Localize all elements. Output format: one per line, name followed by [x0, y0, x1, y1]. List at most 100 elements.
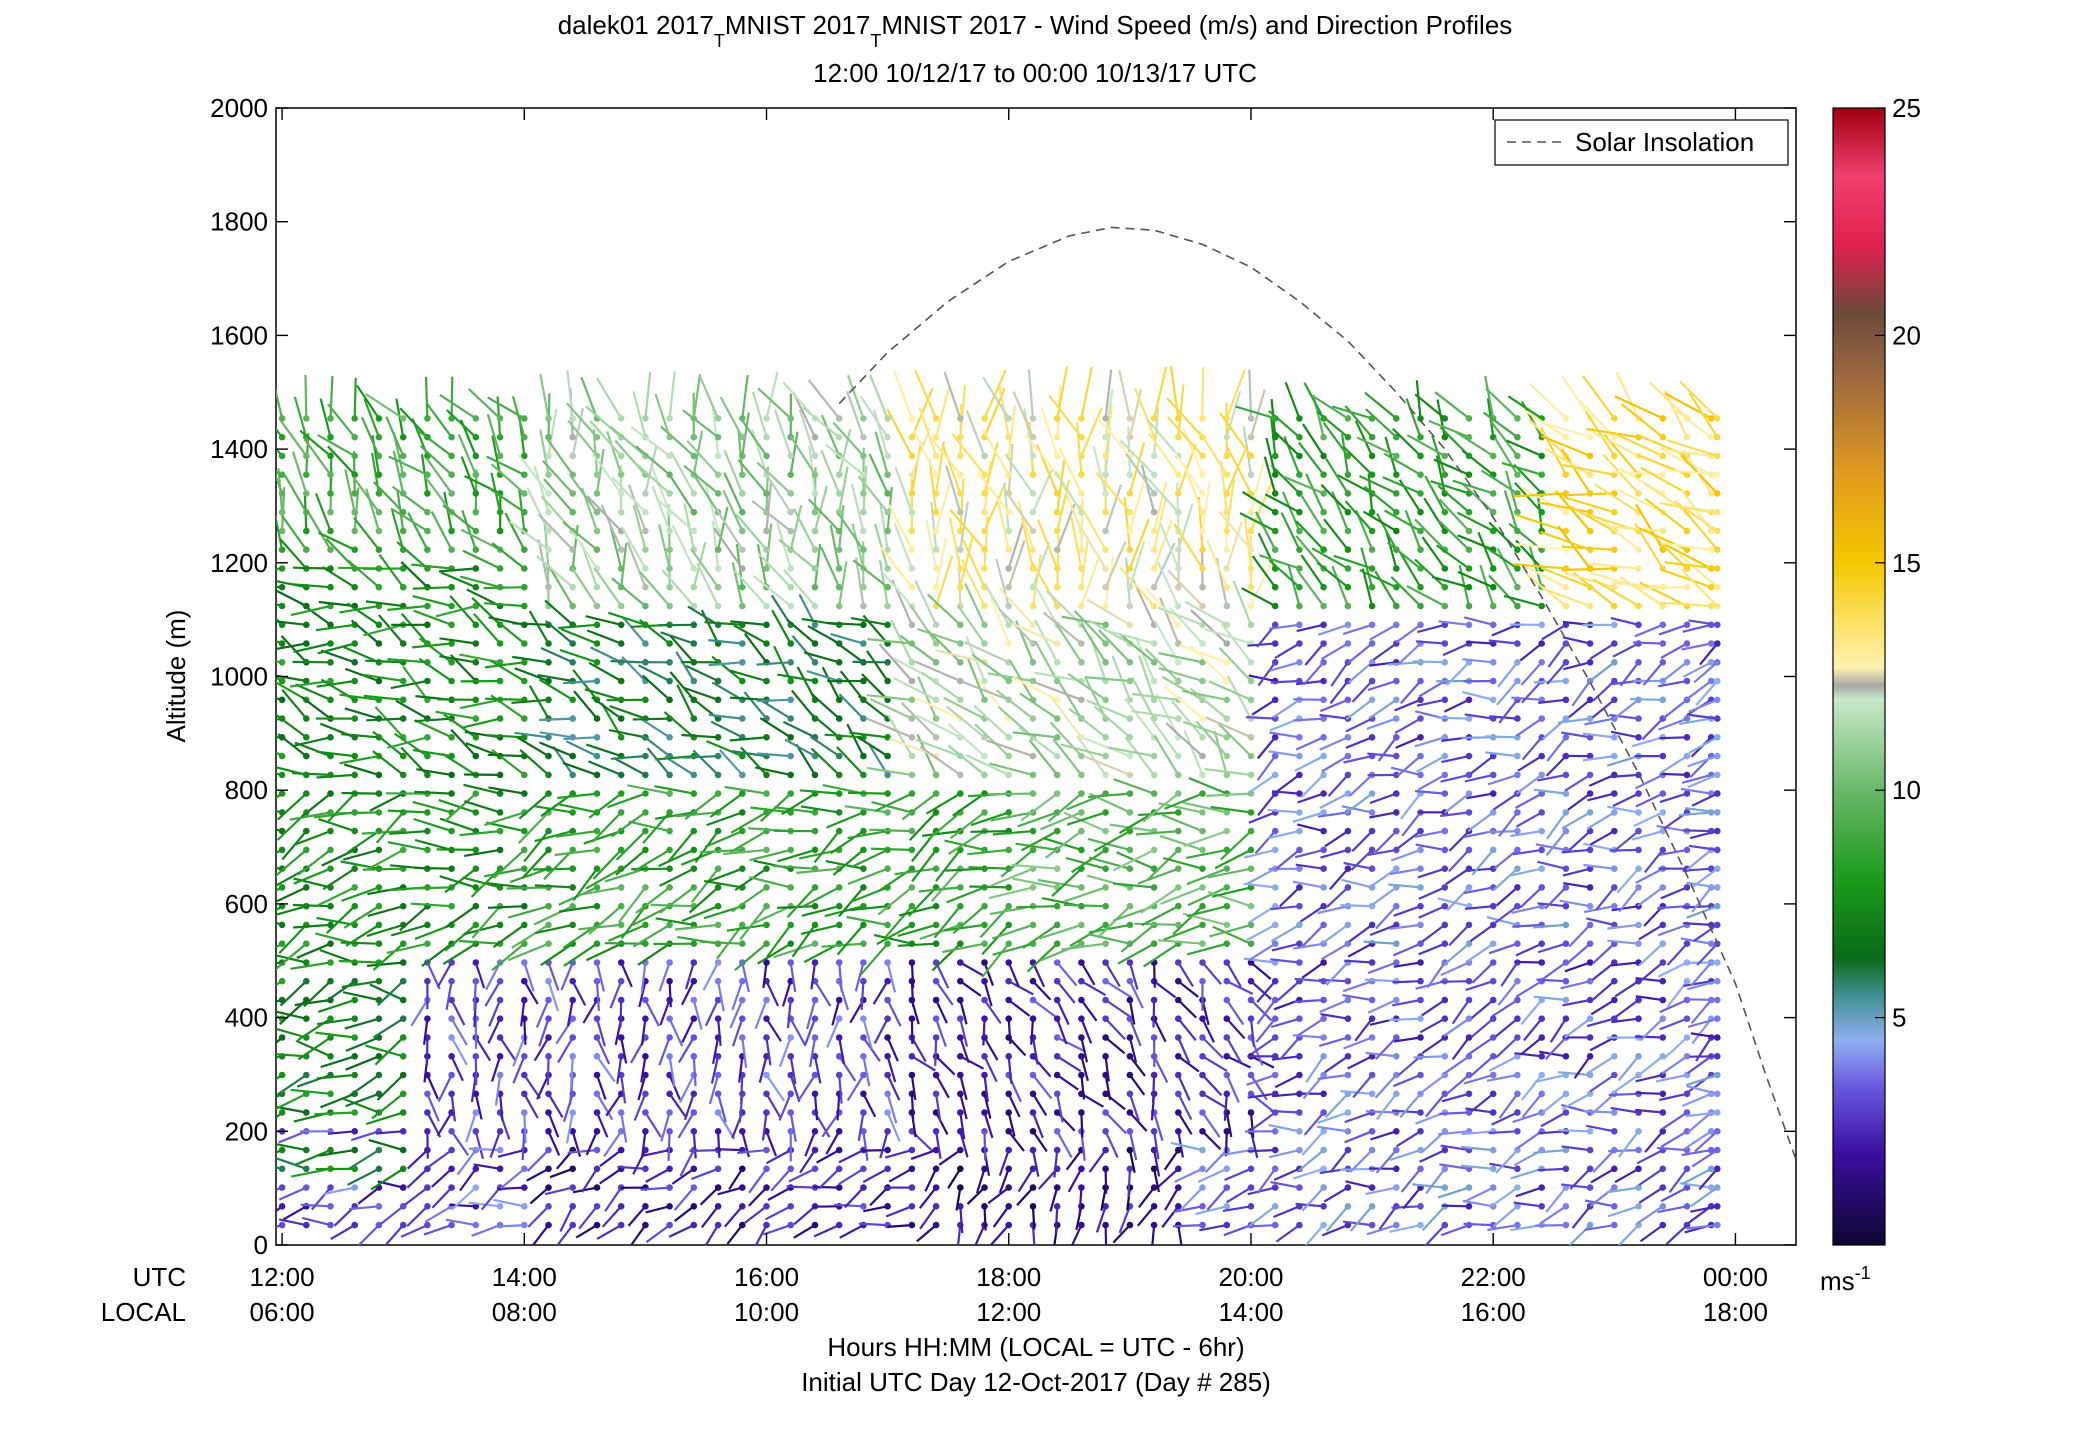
wind-barb-dot: [715, 1072, 722, 1079]
wind-barb-dot: [473, 546, 480, 553]
wind-barb-dot: [594, 1147, 601, 1154]
wind-barb: [1271, 681, 1300, 683]
wind-barb-dot: [957, 415, 964, 422]
wind-barb-dot: [1272, 1222, 1279, 1229]
wind-barb-dot: [1296, 1015, 1303, 1022]
wind-barb-dot: [1417, 622, 1424, 629]
wind-barb-dot: [1490, 622, 1497, 629]
wind-barb-dot: [860, 1015, 867, 1022]
wind-barb-dot: [1345, 1184, 1352, 1191]
wind-barb-dot: [400, 678, 407, 685]
wind-barb-dot: [1514, 565, 1521, 572]
wind-barb-dot: [957, 490, 964, 497]
wind-barb-dot: [1175, 715, 1182, 722]
wind-barb-dot: [1102, 546, 1109, 553]
wind-barb-dot: [521, 565, 528, 572]
wind-barb-dot: [1102, 509, 1109, 516]
wind-barb-dot: [1611, 828, 1618, 835]
wind-barb-dot: [569, 640, 576, 647]
wind-barb-dot: [981, 697, 988, 704]
wind-barb: [293, 905, 331, 906]
wind-barb-dot: [1587, 1128, 1594, 1135]
wind-barb-dot: [473, 453, 480, 460]
wind-barb-dot: [1005, 584, 1012, 591]
wind-barb-dot: [327, 978, 334, 985]
wind-barb-dot: [351, 997, 358, 1004]
wind-barb-dot: [279, 453, 286, 460]
wind-barb-dot: [618, 978, 625, 985]
wind-barb-dot: [448, 490, 455, 497]
wind-barb-dot: [763, 453, 770, 460]
wind-barb-dot: [933, 453, 940, 460]
wind-barb-dot: [1563, 434, 1570, 441]
wind-barb-dot: [666, 828, 673, 835]
wind-barb-dot: [1611, 865, 1618, 872]
wind-barb-dot: [1611, 1053, 1618, 1060]
wind-barb-dot: [860, 715, 867, 722]
wind-barb-dot: [521, 509, 528, 516]
wind-barb-dot: [642, 1053, 649, 1060]
wind-barb-dot: [787, 603, 794, 610]
wind-barb-dot: [1393, 1222, 1400, 1229]
wind-barb-dot: [618, 772, 625, 779]
wind-barb-dot: [1030, 490, 1037, 497]
wind-barb-dot: [715, 1166, 722, 1173]
wind-barb-dot: [376, 528, 383, 535]
wind-barb-dot: [594, 434, 601, 441]
wind-barb-dot: [957, 622, 964, 629]
wind-barb-dot: [884, 565, 891, 572]
wind-barb-dot: [1078, 1053, 1085, 1060]
wind-barb-dot: [1127, 1222, 1134, 1229]
wind-barb-dot: [279, 697, 286, 704]
wind-barb-dot: [618, 546, 625, 553]
wind-barb-dot: [1224, 940, 1231, 947]
wind-barb-dot: [1563, 1091, 1570, 1098]
wind-barb-dot: [303, 1166, 310, 1173]
wind-barb-dot: [691, 1128, 698, 1135]
wind-barb-dot: [1224, 1072, 1231, 1079]
wind-barb-dot: [473, 978, 480, 985]
wind-barb-dot: [1345, 584, 1352, 591]
wind-barb-dot: [1199, 1091, 1206, 1098]
wind-barb-dot: [594, 1109, 601, 1116]
wind-barb-dot: [981, 922, 988, 929]
wind-barb-dot: [1224, 1015, 1231, 1022]
wind-barb-dot: [1369, 734, 1376, 741]
wind-barb-dot: [1320, 1109, 1327, 1116]
wind-barb-dot: [812, 678, 819, 685]
wind-barb-dot: [1272, 884, 1279, 891]
wind-barb-dot: [1345, 1147, 1352, 1154]
wind-barb-dot: [1369, 622, 1376, 629]
wind-barb-dot: [1248, 772, 1255, 779]
wind-barb-dot: [763, 1166, 770, 1173]
wind-barb-dot: [812, 1015, 819, 1022]
wind-barb: [1016, 906, 1057, 907]
wind-barb-dot: [1417, 715, 1424, 722]
wind-barb-dot: [933, 1222, 940, 1229]
wind-barb-dot: [1442, 453, 1449, 460]
wind-barb-dot: [521, 903, 528, 910]
wind-barb-dot: [594, 1184, 601, 1191]
wind-barb-dot: [1078, 809, 1085, 816]
wind-barb-dot: [1320, 453, 1327, 460]
wind-barb-dot: [642, 490, 649, 497]
wind-barb-dot: [1587, 772, 1594, 779]
wind-barb-dot: [1151, 1222, 1158, 1229]
wind-barb: [985, 1131, 986, 1160]
wind-barb-dot: [1127, 715, 1134, 722]
wind-barb-dot: [1054, 453, 1061, 460]
wind-barb-dot: [1611, 697, 1618, 704]
wind-barb-dot: [448, 1072, 455, 1079]
wind-barb-dot: [569, 1166, 576, 1173]
wind-barb-dot: [618, 715, 625, 722]
wind-barb-dot: [884, 509, 891, 516]
wind-barb-dot: [1054, 772, 1061, 779]
wind-barb-dot: [909, 678, 916, 685]
wind-barb-dot: [1199, 1109, 1206, 1116]
wind-barb-dot: [957, 790, 964, 797]
wind-barb-dot: [1442, 640, 1449, 647]
wind-barb-dot: [1272, 922, 1279, 929]
wind-barb-dot: [327, 584, 334, 591]
wind-barb-dot: [860, 865, 867, 872]
wind-barb-dot: [1514, 978, 1521, 985]
